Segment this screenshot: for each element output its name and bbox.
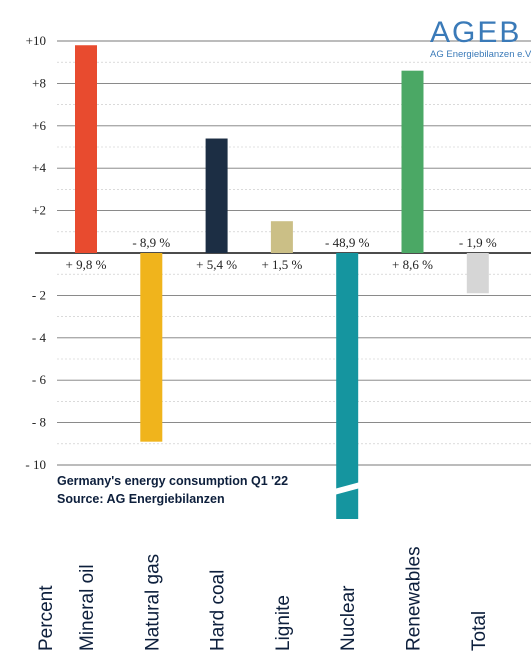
y-tick-label: - 10 [25,457,46,472]
category-label: Nuclear [338,585,359,651]
y-tick-label: - 8 [32,415,46,430]
data-label: - 48,9 % [325,235,370,250]
bar-natural-gas [140,253,163,442]
logo-wordmark: AGEB [430,16,522,49]
bar-lignite [270,221,293,253]
y-axis-label: Percent [36,585,57,651]
data-label: + 9,8 % [66,257,107,272]
y-tick-label: +6 [32,118,46,133]
category-labels: Mineral oil Natural gas Hard coal Lignite Nu… [77,546,490,651]
axis-break-mark [334,482,361,495]
chart-title: Germany's energy consumption Q1 '22 [57,474,288,488]
category-label: Renewables [404,546,425,651]
bars [75,45,489,519]
category-label: Natural gas [142,554,163,651]
y-tick-label: +8 [32,75,46,90]
bar-total [466,253,489,294]
y-axis-ticks: +10 +8 +6 +4 +2 - 2 - 4 - 6 - 8 - 10 [25,33,46,472]
ageb-logo: AGEB AG Energiebilanzen e.V. [430,16,531,61]
y-tick-label: +2 [32,203,46,218]
y-tick-label: +4 [32,160,46,175]
bar-mineral-oil [75,45,97,253]
data-label: + 8,6 % [392,257,433,272]
data-label: - 8,9 % [132,235,170,250]
category-label: Total [469,611,490,651]
bar-nuclear [336,253,359,519]
bar-hard-coal [205,138,228,253]
category-label: Mineral oil [77,564,98,651]
data-label: + 5,4 % [196,257,237,272]
y-tick-label: - 6 [32,372,47,387]
data-labels: + 9,8 % - 8,9 % + 5,4 % + 1,5 % - 48,9 % + 8,… [66,235,497,272]
y-tick-label: - 2 [32,287,46,302]
chart-source: Source: AG Energiebilanzen [57,492,225,506]
data-label: + 1,5 % [261,257,302,272]
logo-subtitle: AG Energiebilanzen e.V. [430,49,531,60]
gridlines [57,40,531,466]
category-label: Lignite [273,595,294,651]
data-label: - 1,9 % [459,235,497,250]
bar-renewables [401,70,424,254]
y-tick-label: - 4 [32,330,47,345]
y-tick-label: +10 [26,33,46,48]
category-label: Hard coal [208,570,229,651]
